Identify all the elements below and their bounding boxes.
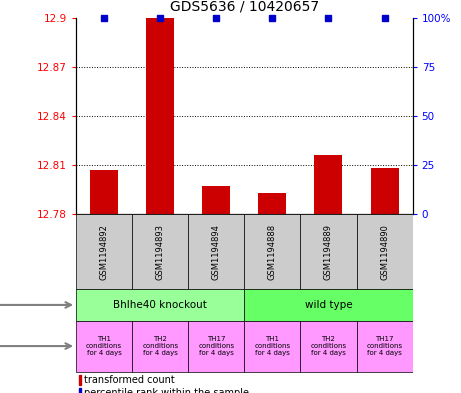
Text: TH2
conditions
for 4 days: TH2 conditions for 4 days bbox=[142, 336, 178, 356]
Text: TH17
conditions
for 4 days: TH17 conditions for 4 days bbox=[366, 336, 402, 356]
Bar bbox=[301, 321, 356, 371]
Bar bbox=[356, 214, 413, 289]
Text: TH17
conditions
for 4 days: TH17 conditions for 4 days bbox=[198, 336, 234, 356]
Bar bbox=[188, 214, 244, 289]
Bar bbox=[371, 168, 399, 214]
Bar bbox=[146, 18, 174, 214]
Bar bbox=[244, 321, 301, 371]
Text: GSM1194893: GSM1194893 bbox=[156, 224, 165, 280]
Text: Bhlhe40 knockout: Bhlhe40 knockout bbox=[113, 300, 207, 310]
Bar bbox=[314, 155, 343, 214]
Bar bbox=[244, 214, 301, 289]
Bar bbox=[76, 289, 244, 321]
Title: GDS5636 / 10420657: GDS5636 / 10420657 bbox=[170, 0, 319, 14]
Text: genotype/variation: genotype/variation bbox=[0, 300, 71, 310]
Text: TH2
conditions
for 4 days: TH2 conditions for 4 days bbox=[310, 336, 347, 356]
Text: GSM1194888: GSM1194888 bbox=[268, 224, 277, 280]
Bar bbox=[90, 170, 118, 214]
Bar bbox=[356, 321, 413, 371]
Bar bbox=[76, 214, 132, 289]
Bar bbox=[132, 214, 188, 289]
Bar bbox=[258, 193, 286, 214]
Text: GSM1194892: GSM1194892 bbox=[100, 224, 109, 280]
Bar bbox=[188, 321, 244, 371]
Bar bbox=[76, 321, 132, 371]
Text: TH1
conditions
for 4 days: TH1 conditions for 4 days bbox=[254, 336, 290, 356]
Bar bbox=[132, 321, 188, 371]
Bar bbox=[301, 214, 356, 289]
Text: wild type: wild type bbox=[305, 300, 352, 310]
Bar bbox=[79, 375, 81, 385]
Bar bbox=[202, 186, 230, 214]
Text: transformed count: transformed count bbox=[84, 375, 175, 385]
Text: GSM1194894: GSM1194894 bbox=[212, 224, 221, 280]
Text: growth protocol: growth protocol bbox=[0, 341, 71, 351]
Text: GSM1194889: GSM1194889 bbox=[324, 224, 333, 280]
Text: percentile rank within the sample: percentile rank within the sample bbox=[84, 387, 249, 393]
Bar bbox=[244, 289, 413, 321]
Text: GSM1194890: GSM1194890 bbox=[380, 224, 389, 280]
Text: TH1
conditions
for 4 days: TH1 conditions for 4 days bbox=[86, 336, 122, 356]
Bar bbox=[79, 387, 81, 393]
